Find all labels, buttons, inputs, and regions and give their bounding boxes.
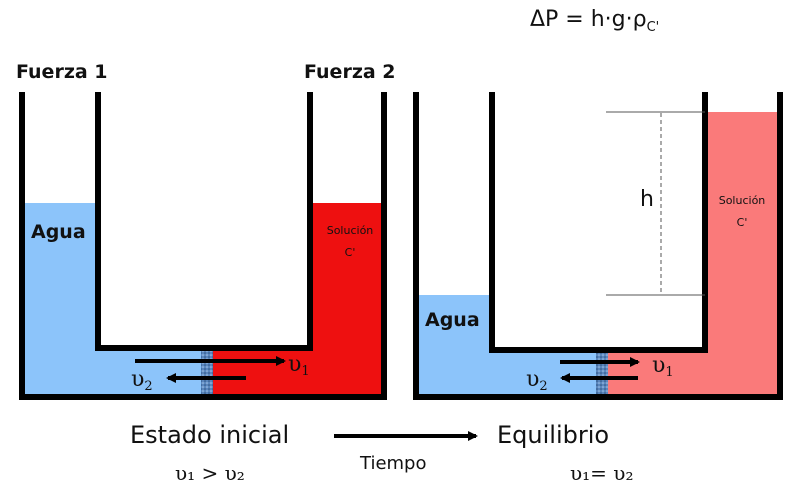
- time-label: Tiempo: [359, 453, 427, 474]
- water-fill: [25, 203, 207, 395]
- container-walls: [19, 92, 387, 400]
- solution-label: Solución: [719, 194, 766, 207]
- membrane: [596, 353, 608, 395]
- container-walls: [413, 92, 783, 400]
- height-label: h: [640, 187, 654, 212]
- flow1-label: υ1: [288, 352, 310, 379]
- membrane: [201, 351, 213, 395]
- solution-fill: [608, 112, 777, 395]
- flow2-label: υ2: [526, 367, 548, 394]
- solution-label: Solución: [327, 224, 374, 237]
- equilibrium-apparatus: h Agua Solución C' υ1 υ2: [413, 92, 783, 400]
- solution-conc-label: C': [345, 246, 356, 259]
- flow1-label: υ1: [652, 353, 674, 380]
- initial-relation: υ₁ > υ₂: [175, 461, 245, 485]
- force1-label: Fuerza 1: [16, 61, 108, 83]
- initial-state-apparatus: Fuerza 1 Fuerza 2 Agua Solución C' υ1 υ2: [16, 61, 396, 400]
- force2-label: Fuerza 2: [304, 61, 396, 83]
- water-label: Agua: [31, 221, 86, 243]
- formula: ΔP = h·g·ρC': [530, 7, 659, 35]
- flow2-label: υ2: [131, 367, 153, 394]
- initial-state-caption: Estado inicial: [130, 421, 289, 449]
- water-label: Agua: [425, 309, 480, 331]
- solution-fill: [213, 203, 381, 395]
- solution-conc-label: C': [737, 216, 748, 229]
- equilibrium-relation: υ₁= υ₂: [570, 461, 633, 485]
- water-fill: [419, 295, 596, 395]
- equilibrium-caption: Equilibrio: [497, 421, 609, 449]
